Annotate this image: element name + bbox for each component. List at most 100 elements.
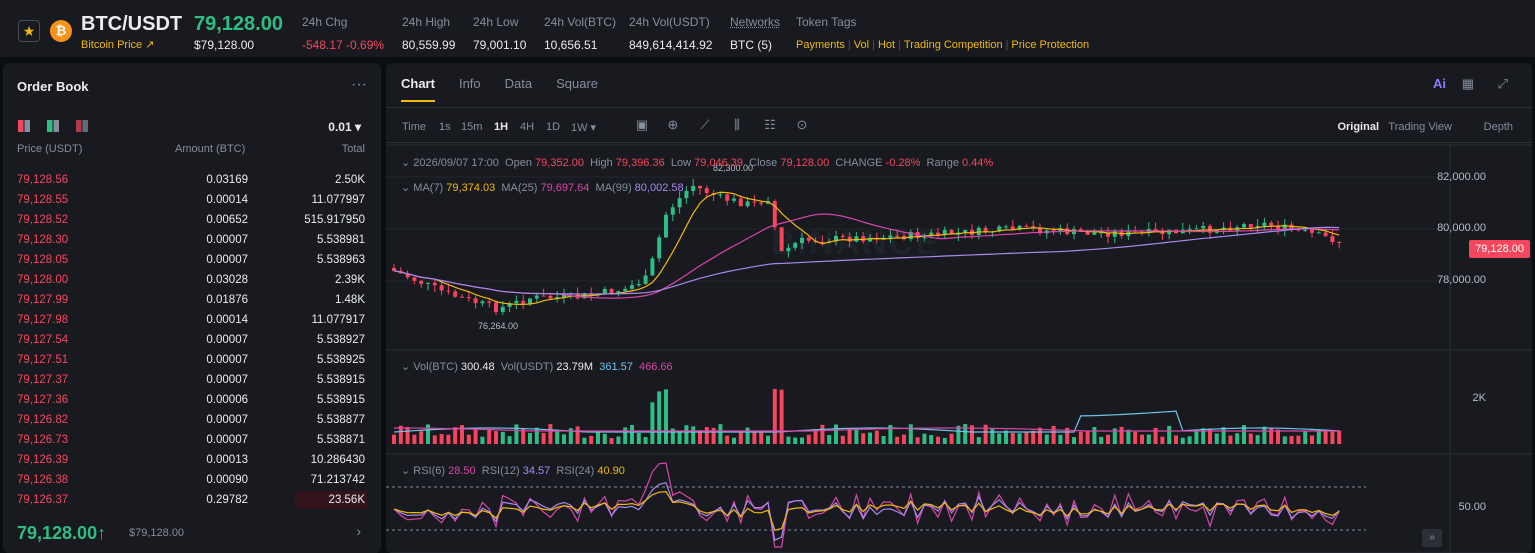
candle-body <box>929 232 934 235</box>
volume-bar <box>670 428 675 444</box>
tf-1d[interactable]: 1D <box>546 121 561 133</box>
candle-info-line: ⌄ 2026/09/07 17:00 Open 79,352.00 High 7… <box>401 157 994 169</box>
volume-bar <box>813 429 818 444</box>
tf-1s[interactable]: 1s <box>439 121 451 133</box>
tag-payments[interactable]: Payments <box>796 39 845 51</box>
tf-4h[interactable]: 4H <box>520 121 535 133</box>
ask-row[interactable]: 79,128.55 0.00014 11.077997 <box>3 190 381 210</box>
view-trading-view[interactable]: Trading View <box>1388 121 1452 133</box>
ask-row[interactable]: 79,127.99 0.01876 1.48K <box>3 290 381 310</box>
candle-body <box>759 202 764 204</box>
volume-bar <box>725 435 730 444</box>
candlestick-chart[interactable]: 82,300.00 76,264.00 <box>386 63 1532 553</box>
shield-icon[interactable]: ⊙ <box>796 117 808 132</box>
tab-info[interactable]: Info <box>458 76 481 91</box>
stat-networks[interactable]: Networks BTC (5) <box>730 15 781 52</box>
ask-row[interactable]: 79,126.73 0.00007 5.538871 <box>3 430 381 450</box>
ask-row[interactable]: 79,127.36 0.00006 5.538915 <box>3 390 381 410</box>
ask-price: 79,126.73 <box>17 434 69 446</box>
ask-total: 5.538915 <box>317 374 365 386</box>
tab-chart[interactable]: Chart <box>401 76 435 102</box>
bitcoin-price-link[interactable]: Bitcoin Price ↗ <box>81 39 155 51</box>
tf-15m[interactable]: 15m <box>461 121 483 133</box>
scroll-to-latest-button[interactable]: » <box>1422 529 1442 547</box>
ai-icon[interactable]: Ai <box>1433 76 1446 91</box>
ask-row[interactable]: 79,126.38 0.00090 71.213742 <box>3 470 381 490</box>
volume-bar <box>698 430 702 444</box>
tag-vol[interactable]: Vol <box>853 39 870 51</box>
calendar-icon[interactable]: ▣ <box>635 117 649 132</box>
ask-row[interactable]: 79,127.51 0.00007 5.538925 <box>3 350 381 370</box>
candle-body <box>616 291 621 294</box>
precision-select[interactable]: 0.01 ▾ <box>328 120 361 134</box>
ask-row[interactable]: 79,127.54 0.00007 5.538927 <box>3 330 381 350</box>
high-marker-label: 82,300.00 <box>713 163 753 173</box>
volume-bar <box>997 433 1002 444</box>
volume-bar <box>466 434 471 444</box>
tf-1h[interactable]: 1H <box>494 121 509 133</box>
ask-row[interactable]: 79,126.37 0.29782 23.56K <box>3 490 381 510</box>
volume-bar <box>738 432 743 444</box>
token-tags: Token Tags Payments | Vol | Hot | Trading Comp… <box>796 15 1090 51</box>
tab-data[interactable]: Data <box>504 76 533 91</box>
candle-body <box>623 288 628 292</box>
tag-price-protection[interactable]: Price Protection <box>1011 39 1090 51</box>
book-asks-only-icon[interactable] <box>76 120 88 132</box>
ask-row[interactable]: 79,126.39 0.00013 10.286430 <box>3 450 381 470</box>
ask-row[interactable]: 79,128.05 0.00007 5.538963 <box>3 250 381 270</box>
volume-bar <box>902 434 906 444</box>
binance-watermark: BINANCE <box>771 224 940 262</box>
chevron-right-icon[interactable]: › <box>356 523 361 539</box>
volume-bar <box>616 436 621 444</box>
candle-body <box>1004 226 1008 228</box>
fullscreen-icon[interactable]: ⤢ <box>1497 76 1508 91</box>
ask-row[interactable]: 79,127.37 0.00007 5.538915 <box>3 370 381 390</box>
line-chart-icon[interactable]: ⟋ <box>700 117 710 132</box>
ask-row[interactable]: 79,128.52 0.00652 515.917950 <box>3 210 381 230</box>
candle-body <box>419 280 424 284</box>
tag-hot[interactable]: Hot <box>877 39 896 51</box>
volume-bar <box>868 432 872 444</box>
candle-body <box>936 232 940 235</box>
volume-bar <box>582 437 587 444</box>
ask-total: 23.56K <box>328 494 365 506</box>
ask-row[interactable]: 79,128.00 0.03028 2.39K <box>3 270 381 290</box>
tab-square[interactable]: Square <box>556 76 599 91</box>
volume-bar <box>1106 434 1110 444</box>
volume-bar <box>1099 436 1104 444</box>
more-options-icon[interactable]: ··· <box>351 76 367 93</box>
ask-row[interactable]: 79,127.98 0.00014 11.077917 <box>3 310 381 330</box>
book-both-sides-icon[interactable] <box>18 120 30 132</box>
view-depth[interactable]: Depth <box>1483 121 1513 133</box>
view-original[interactable]: Original <box>1337 121 1379 133</box>
favorite-star-icon[interactable]: ★ <box>18 20 40 42</box>
ask-row[interactable]: 79,126.82 0.00007 5.538877 <box>3 410 381 430</box>
ask-price: 79,126.39 <box>17 454 69 466</box>
volume-bar <box>1194 431 1199 444</box>
volume-bar <box>942 437 947 444</box>
tag-trading-competition[interactable]: Trading Competition <box>903 39 1003 51</box>
current-price-tag: 79,128.00 <box>1469 240 1530 258</box>
tf-1w[interactable]: 1W ▾ <box>571 122 597 134</box>
candle-body <box>480 301 485 304</box>
book-bids-only-icon[interactable] <box>47 120 59 132</box>
grid-layout-icon[interactable]: ▦ <box>1461 76 1474 91</box>
candle-type-icon[interactable]: ⫼ <box>734 117 740 132</box>
volume-bar <box>630 424 634 444</box>
ask-row[interactable]: 79,128.30 0.00007 5.538981 <box>3 230 381 250</box>
volume-bar <box>398 425 403 444</box>
volume-bar <box>426 424 430 444</box>
volume-bar <box>752 432 757 444</box>
volume-bar <box>419 431 424 444</box>
ask-row[interactable]: 79,128.56 0.03169 2.50K <box>3 170 381 190</box>
candle-body <box>1296 229 1301 231</box>
chart-settings-icon[interactable]: ☷ <box>764 117 776 132</box>
volume-bar <box>691 426 696 444</box>
candle-body <box>1167 229 1172 235</box>
pair-symbol[interactable]: BTC/USDT <box>81 13 183 35</box>
ask-price: 79,128.30 <box>17 234 69 246</box>
add-indicator-icon[interactable]: ⊕ <box>667 117 679 132</box>
ask-amount: 0.00014 <box>206 194 248 206</box>
tf-time[interactable]: Time <box>402 121 427 133</box>
ask-total: 5.538981 <box>317 234 365 246</box>
